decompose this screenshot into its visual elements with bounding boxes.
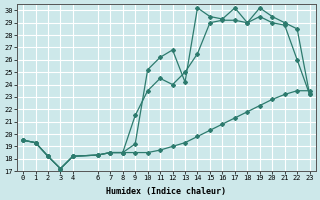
X-axis label: Humidex (Indice chaleur): Humidex (Indice chaleur) [106,187,226,196]
